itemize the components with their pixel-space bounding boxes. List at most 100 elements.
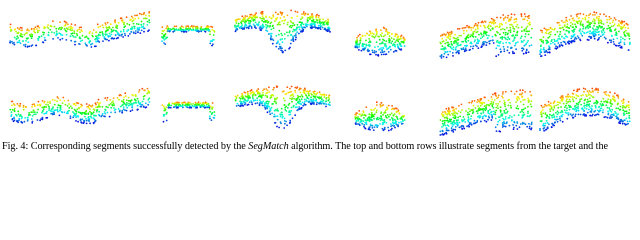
point [559, 38, 561, 41]
point [288, 102, 291, 105]
point [369, 128, 371, 131]
point [45, 103, 47, 106]
point [257, 88, 260, 90]
point [579, 113, 582, 116]
point [480, 102, 482, 105]
point [290, 26, 293, 29]
point [132, 94, 135, 97]
point [235, 96, 238, 98]
point [516, 30, 519, 33]
point [371, 51, 374, 54]
point [298, 98, 301, 101]
point [595, 87, 597, 90]
point [449, 31, 451, 34]
point [462, 40, 465, 43]
point [175, 25, 178, 28]
point [591, 87, 594, 90]
point [92, 29, 95, 31]
point [114, 20, 116, 23]
point [15, 37, 18, 40]
point [522, 111, 525, 114]
point [322, 18, 324, 21]
point [603, 27, 605, 30]
point [17, 121, 19, 124]
point [22, 106, 25, 108]
point [241, 18, 244, 21]
point [584, 16, 587, 19]
point [507, 36, 509, 38]
point [515, 48, 517, 51]
point [447, 43, 450, 46]
point [84, 115, 86, 118]
point [251, 94, 254, 97]
point [508, 124, 511, 127]
point [540, 104, 543, 107]
point [389, 118, 391, 121]
point [605, 91, 607, 93]
point [257, 95, 260, 98]
point [90, 113, 93, 116]
point [619, 39, 622, 41]
point [53, 31, 56, 34]
point [458, 52, 460, 55]
point [503, 48, 506, 50]
point [545, 105, 547, 107]
point [620, 36, 622, 38]
point [614, 110, 616, 113]
point [325, 105, 327, 108]
point [106, 111, 109, 114]
point [16, 27, 19, 29]
point [211, 106, 214, 109]
point [588, 14, 590, 17]
point [590, 95, 593, 97]
point [134, 93, 137, 96]
point [36, 31, 39, 34]
point [521, 108, 523, 111]
point [496, 25, 498, 28]
point [455, 45, 458, 48]
point [456, 112, 459, 115]
point [11, 118, 14, 121]
point [96, 106, 99, 109]
point [615, 107, 618, 110]
point [453, 112, 455, 115]
point [526, 125, 529, 128]
point [288, 113, 291, 116]
point [163, 107, 166, 109]
point [393, 118, 396, 121]
point [73, 36, 75, 38]
point [382, 26, 385, 29]
point [369, 41, 372, 43]
point [555, 111, 557, 114]
point [121, 111, 124, 114]
point [580, 20, 583, 22]
point [490, 100, 493, 103]
point [530, 123, 533, 125]
point [446, 50, 449, 53]
point [47, 104, 49, 106]
point [311, 17, 314, 19]
point [148, 97, 151, 100]
point [358, 110, 361, 112]
point [439, 35, 442, 37]
point [440, 57, 443, 59]
point [557, 42, 560, 44]
point [610, 39, 613, 42]
point [187, 27, 190, 29]
point [480, 97, 483, 100]
point [102, 34, 104, 37]
point [561, 99, 564, 102]
point [615, 94, 618, 97]
point [394, 126, 396, 129]
point [623, 33, 626, 36]
point [290, 109, 293, 112]
point [384, 34, 387, 36]
point [565, 29, 568, 32]
point [303, 98, 306, 101]
point [267, 33, 270, 35]
point [590, 22, 593, 25]
point [497, 103, 500, 105]
point [608, 117, 611, 119]
point [146, 24, 149, 26]
point [279, 45, 282, 48]
